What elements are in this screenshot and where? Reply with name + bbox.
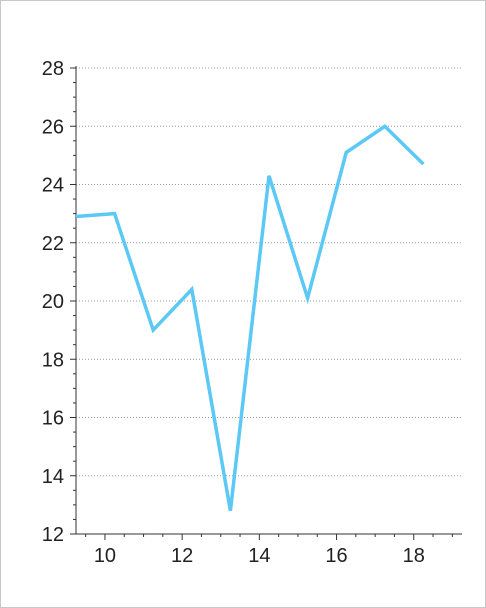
x-tick-label: 16 [325,545,347,567]
y-tick-label: 16 [42,408,64,430]
y-tick-label: 14 [42,466,64,488]
series-layer [75,124,425,512]
series-line [75,124,425,512]
x-tick-label: 18 [403,545,425,567]
x-tick-label: 10 [94,545,116,567]
y-tick-label: 24 [42,175,64,197]
y-tick-label: 12 [42,524,64,546]
y-axis-ticks: 12 14 16 18 20 22 24 26 28 [42,58,76,546]
gridlines [76,67,462,477]
x-tick-label: 14 [248,545,270,567]
y-tick-label: 20 [42,291,64,313]
y-tick-label: 26 [42,116,64,138]
axes [75,66,462,535]
y-tick-label: 28 [42,58,64,80]
x-axis-ticks: 10 12 14 16 18 [85,534,453,567]
y-tick-label: 22 [42,233,64,255]
y-tick-label: 18 [42,349,64,371]
x-tick-label: 12 [171,545,193,567]
